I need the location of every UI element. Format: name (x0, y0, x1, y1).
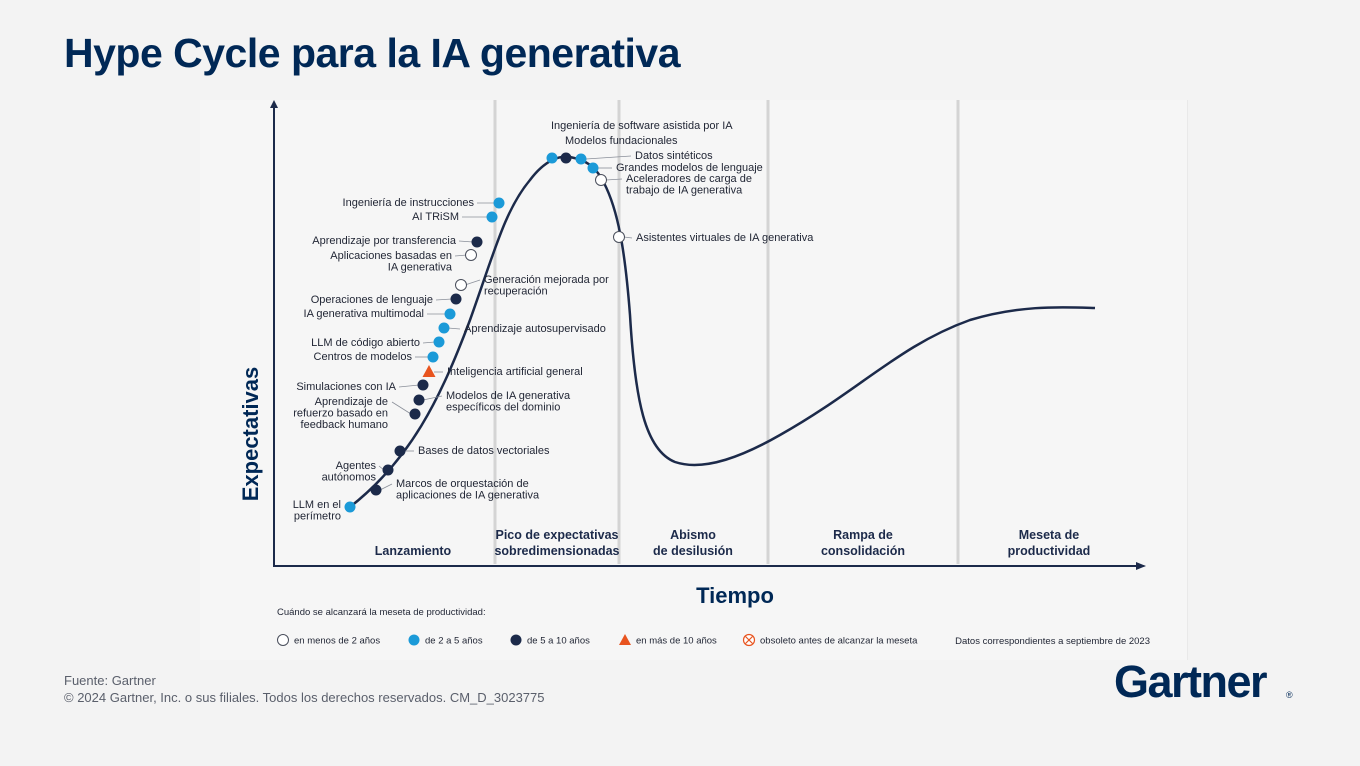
technology-marker (394, 445, 406, 457)
technology-marker (382, 464, 394, 476)
legend-marker (619, 634, 631, 645)
technology-label: Bases de datos vectoriales (418, 445, 550, 457)
phase-label: productividad (1008, 544, 1091, 558)
technology-label: feedback humano (301, 419, 388, 431)
technology-marker (344, 501, 356, 513)
technology-label: perímetro (294, 511, 341, 523)
technology-marker (370, 484, 382, 496)
technology-label: recuperación (484, 286, 548, 298)
technology-marker (450, 293, 462, 305)
technology-label: autónomos (322, 472, 377, 484)
phase-labels: Lanzamiento Pico de expectativas sobredime… (375, 528, 1091, 558)
technology-label: aplicaciones de IA generativa (396, 490, 540, 502)
leader-lines (348, 155, 633, 507)
technology-markers (344, 152, 625, 513)
axes (270, 100, 1188, 660)
technology-label: Asistentes virtuales de IA generativa (636, 232, 814, 244)
technology-label: Datos sintéticos (635, 150, 713, 162)
technology-marker (455, 279, 467, 291)
technology-label: refuerzo basado en (293, 408, 388, 420)
footer: Fuente: Gartner © 2024 Gartner, Inc. o s… (64, 672, 545, 706)
technology-label: trabajo de IA generativa (626, 185, 743, 197)
phase-label: Pico de expectativas (496, 528, 619, 542)
technology-marker (560, 152, 572, 164)
technology-marker (493, 197, 505, 209)
technology-label: específicos del dominio (446, 402, 560, 414)
source-text: Fuente: Gartner (64, 673, 156, 688)
technology-label: Aprendizaje por transferencia (312, 235, 457, 247)
technology-marker (427, 351, 439, 363)
y-axis-label: Expectativas (238, 367, 263, 502)
phase-label: consolidación (821, 544, 905, 558)
phase-dividers (493, 100, 960, 564)
data-date-note: Datos correspondientes a septiembre de 2… (955, 636, 1150, 647)
technology-label: IA generativa (388, 262, 453, 274)
technology-label: Aprendizaje de (315, 396, 388, 408)
legend-marker (277, 634, 289, 646)
legend-label: en menos de 2 años (294, 636, 380, 647)
legend: en menos de 2 años de 2 a 5 años de 5 a 10… (277, 633, 918, 647)
phase-label: Rampa de (833, 528, 893, 542)
phase-label: Abismo (670, 528, 716, 542)
technology-label: Modelos fundacionales (565, 135, 678, 147)
technology-marker (422, 365, 436, 377)
x-axis-label: Tiempo (696, 583, 774, 608)
technology-label: LLM en el (293, 499, 341, 511)
technology-marker (413, 394, 425, 406)
phase-label: sobredimensionadas (494, 544, 619, 558)
technology-marker (444, 308, 456, 320)
technology-label: LLM de código abierto (311, 337, 420, 349)
legend-title: Cuándo se alcanzará la meseta de product… (277, 607, 486, 618)
hype-curve (349, 155, 1096, 508)
gartner-logo: Gartner (1114, 656, 1268, 707)
technology-label: Marcos de orquestación de (396, 478, 529, 490)
legend-label: de 5 a 10 años (527, 636, 590, 647)
legend-marker (510, 634, 522, 646)
technology-marker (438, 322, 450, 334)
technology-label: Modelos de IA generativa (446, 390, 571, 402)
page-title: Hype Cycle para la IA generativa (64, 30, 681, 76)
technology-label: Inteligencia artificial general (447, 366, 583, 378)
technology-marker (613, 231, 625, 243)
technology-label: IA generativa multimodal (304, 308, 424, 320)
technology-marker (546, 152, 558, 164)
legend-marker (408, 634, 420, 646)
technology-marker (587, 162, 599, 174)
technology-label: Centros de modelos (314, 351, 413, 363)
technology-marker (575, 153, 587, 165)
phase-label: Lanzamiento (375, 544, 452, 558)
technology-marker (433, 336, 445, 348)
technology-label: Aceleradores de carga de (626, 173, 752, 185)
technology-label: Aplicaciones basadas en (330, 250, 452, 262)
legend-label: obsoleto antes de alcanzar la meseta (760, 636, 918, 647)
legend-label: en más de 10 años (636, 636, 717, 647)
hype-cycle-panel: LLM en el perímetro Marcos de orquestación… (200, 100, 1188, 660)
technology-marker (471, 236, 483, 248)
technology-label: Generación mejorada por (484, 274, 609, 286)
technology-marker (595, 174, 607, 186)
technology-label: Ingeniería de software asistida por IA (551, 120, 733, 132)
technology-label: Aprendizaje autosupervisado (464, 323, 606, 335)
technology-marker (465, 249, 477, 261)
technology-label: AI TRiSM (412, 211, 459, 223)
phase-label: Meseta de (1019, 528, 1079, 542)
technology-label: Grandes modelos de lenguaje (616, 162, 763, 174)
technology-label: Simulaciones con IA (296, 381, 396, 393)
technology-label: Ingeniería de instrucciones (343, 197, 475, 209)
technology-label: Agentes (336, 460, 377, 472)
copyright-text: © 2024 Gartner, Inc. o sus filiales. Tod… (64, 690, 545, 705)
technology-marker (409, 408, 421, 420)
technology-label: Operaciones de lenguaje (311, 294, 433, 306)
legend-label: de 2 a 5 años (425, 636, 483, 647)
technology-marker (486, 211, 498, 223)
technology-marker (417, 379, 429, 391)
phase-label: de desilusión (653, 544, 733, 558)
registered-mark: ® (1286, 690, 1293, 700)
